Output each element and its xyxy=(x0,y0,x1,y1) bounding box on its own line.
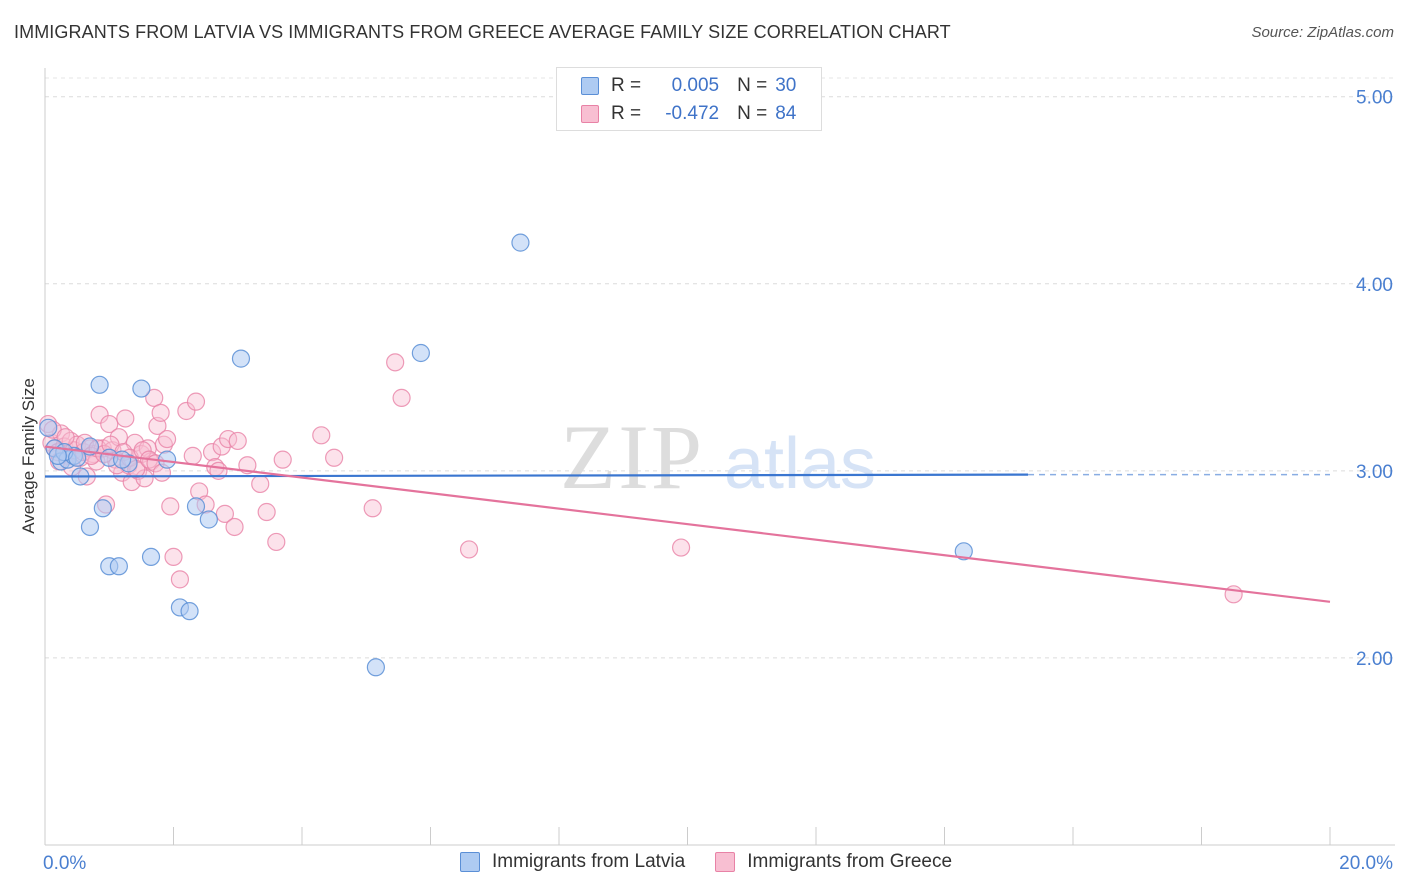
latvia-point xyxy=(366,658,385,677)
greece-legend-label: Immigrants from Greece xyxy=(747,851,953,872)
series-latvia-points xyxy=(39,233,973,677)
latvia-point xyxy=(132,379,151,398)
latvia-point xyxy=(93,499,112,518)
n-label: N = xyxy=(737,103,768,124)
greece-point xyxy=(116,409,135,428)
greece-point xyxy=(157,429,177,449)
stats-legend: R = 0.005 N = 30 R = -0.472 N = 84 xyxy=(556,67,822,131)
latvia-point xyxy=(80,517,100,537)
latvia-point xyxy=(180,602,199,621)
latvia-r-value: 0.005 xyxy=(671,75,720,96)
greece-point xyxy=(225,517,244,537)
greece-point xyxy=(267,532,286,552)
greece-point xyxy=(177,401,196,421)
series-legend: Immigrants from Latvia Immigrants from G… xyxy=(460,851,982,873)
greece-point xyxy=(386,353,405,372)
y-axis-label: Average Family Size xyxy=(19,378,38,534)
greece-point xyxy=(202,443,222,462)
greece-point xyxy=(164,547,183,567)
greece-point xyxy=(363,499,382,518)
x-tick-labels: 0.0% 20.0% xyxy=(43,853,1393,874)
latvia-point xyxy=(90,375,109,394)
latvia-point xyxy=(48,446,67,465)
r-label: R = xyxy=(611,103,642,124)
latvia-point xyxy=(141,547,161,567)
greece-point xyxy=(90,405,109,424)
latvia-point xyxy=(109,557,128,576)
latvia-point xyxy=(231,349,251,368)
greece-point xyxy=(151,403,170,422)
greece-point xyxy=(273,450,292,469)
latvia-legend-label: Immigrants from Latvia xyxy=(492,851,686,872)
latvia-point xyxy=(112,450,132,469)
legend-row-greece: R = -0.472 N = 84 xyxy=(581,102,796,126)
axes xyxy=(44,68,1395,846)
x-tick-label: 0.0% xyxy=(43,853,86,874)
latvia-point xyxy=(511,233,530,252)
y-tick-label: 5.00 xyxy=(1356,88,1393,109)
latvia-point xyxy=(68,448,87,467)
latvia-swatch xyxy=(581,77,599,95)
trend-lines xyxy=(44,445,1331,603)
greece-point xyxy=(671,538,691,557)
legend-item-latvia[interactable]: Immigrants from Latvia xyxy=(460,851,685,873)
latvia-point xyxy=(199,510,218,529)
greece-swatch xyxy=(581,105,599,123)
grid-lines xyxy=(45,77,1395,659)
latvia-point xyxy=(39,418,58,437)
y-tick-labels: 2.00 3.00 4.00 5.00 xyxy=(1356,88,1393,670)
greece-point xyxy=(392,388,411,407)
greece-point xyxy=(170,570,190,589)
greece-point xyxy=(325,448,344,467)
x-tick-label: 20.0% xyxy=(1339,853,1393,874)
n-label: N = xyxy=(737,75,768,96)
greece-point xyxy=(251,474,270,494)
y-tick-label: 2.00 xyxy=(1356,649,1393,670)
greece-point xyxy=(145,388,164,407)
greece-trend-line xyxy=(44,445,1331,603)
legend-row-latvia: R = 0.005 N = 30 xyxy=(581,74,796,98)
greece-r-value: -0.472 xyxy=(665,103,720,124)
latvia-point xyxy=(186,497,206,516)
watermark-zip: ZIP xyxy=(560,406,704,508)
y-tick-label: 3.00 xyxy=(1356,462,1393,483)
watermark-atlas: atlas xyxy=(724,424,876,504)
greece-point xyxy=(161,497,180,516)
latvia-point xyxy=(411,343,430,363)
greece-point xyxy=(312,426,331,445)
latvia-point xyxy=(954,542,973,561)
chart-title: IMMIGRANTS FROM LATVIA VS IMMIGRANTS FRO… xyxy=(14,22,951,42)
greece-point xyxy=(212,437,231,456)
greece-point xyxy=(228,431,247,451)
r-label: R = xyxy=(611,75,642,96)
greece-point xyxy=(257,502,276,522)
y-tick-label: 4.00 xyxy=(1356,275,1393,296)
greece-n-value: 84 xyxy=(775,103,797,124)
latvia-trend-line xyxy=(44,473,1029,478)
legend-item-greece[interactable]: Immigrants from Greece xyxy=(715,851,952,873)
greece-point xyxy=(100,414,119,434)
greece-point xyxy=(186,392,206,411)
greece-legend-swatch xyxy=(715,852,736,872)
latvia-legend-swatch xyxy=(460,852,480,872)
greece-point xyxy=(183,446,202,465)
greece-point xyxy=(215,504,234,523)
chart-source: Source: ZipAtlas.com xyxy=(1251,24,1394,41)
greece-point xyxy=(459,540,479,559)
latvia-n-value: 30 xyxy=(775,75,797,96)
